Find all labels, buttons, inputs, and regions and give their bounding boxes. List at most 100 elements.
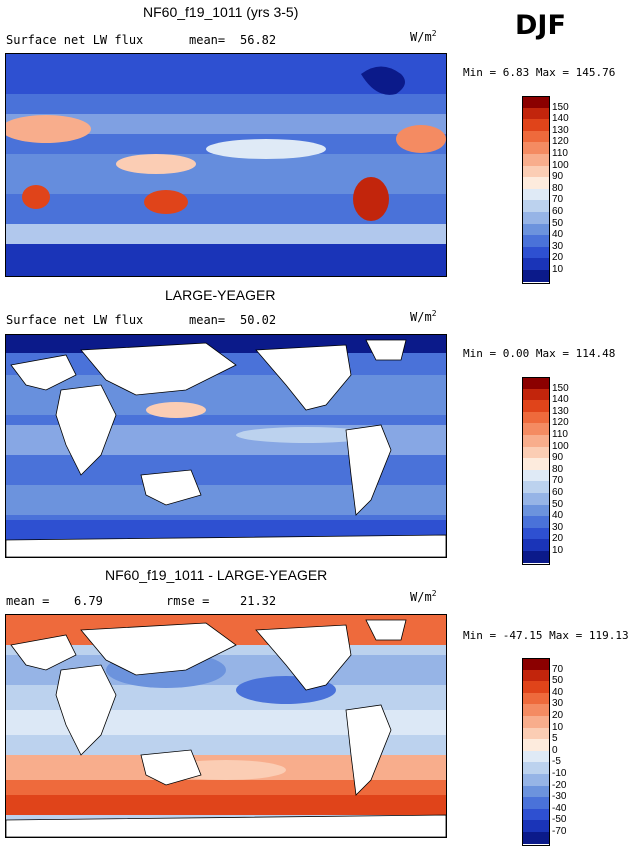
panel-3-mean-value: 6.79 [74,594,103,608]
panel-3-colorbar-level-label: 40 [552,686,564,698]
panel-2-colorbar-swatch [522,377,550,389]
panel-1-colorbar-swatch [522,154,550,166]
panel-1-field [6,54,446,276]
panel-3-colorbar-level-label: -30 [552,791,567,803]
panel-1-colorbar-level-label: 60 [552,206,564,217]
panel-1-colorbar-swatch [522,200,550,212]
panel-3-colorbar-level-label: -20 [552,779,567,791]
panel-3-colorbar-swatch [522,692,550,705]
panel-2-variable-label: Surface net LW flux [6,313,144,327]
panel-3-colorbar-swatch [522,774,550,786]
panel-1-min-max: Min = 6.83 Max = 145.76 [463,66,616,79]
panel-1-colorbar-swatch [522,107,550,120]
panel-3-colorbar-swatch [522,704,550,716]
panel-3-colorbar-level-label: -40 [552,802,567,814]
panel-3-colorbar-swatch [522,808,550,821]
panel-2-colorbar-level-label: 140 [552,394,569,406]
panel-1-colorbar-level-label: 50 [552,217,564,229]
panel-1-colorbar-level-label: 140 [552,113,569,125]
panel-1-colorbar-level-label: 70 [552,194,564,206]
panel-2-colorbar-swatch [522,539,550,551]
panel-2-colorbar-swatch [522,458,550,470]
panel-3-colorbar-swatch [522,820,550,832]
panel-1-colorbar-swatch [522,130,550,143]
panel-3-colorbar-swatch [522,785,550,798]
panel-1-colorbar-level-label: 90 [552,171,564,183]
panel-1-colorbar-level-label: 100 [552,159,569,171]
panel-3-map [5,614,447,838]
panel-1-mean-label: mean= [189,33,226,47]
panel-2-colorbar-level-label: 40 [552,510,564,522]
panel-2-colorbar-swatch [522,423,550,435]
panel-2-colorbar-swatch [522,469,550,482]
panel-2-colorbar-swatch [522,551,550,563]
panel-2-colorbar-swatch [522,516,550,528]
panel-2-mean-label: mean= [189,313,226,327]
panel-3-field [6,615,446,837]
panel-1-colorbar-swatch [522,177,550,189]
panel-2-colorbar-level-label: 10 [552,545,564,556]
panel-1-colorbar-swatch [522,212,550,224]
panel-2-colorbar-swatch [522,527,550,540]
panel-2-colorbar-level-label: 80 [552,463,564,475]
panel-1-variable-label: Surface net LW flux [6,33,144,47]
panel-2-colorbar-level-label: 30 [552,521,564,533]
panel-3-colorbar-level-label: -70 [552,826,567,837]
panel-1-colorbar-level-label: 150 [552,101,569,113]
panel-2-colorbar-level-label: 150 [552,382,569,394]
panel-1-colorbar-level-label: 20 [552,252,564,264]
panel-3-units: W/m2 [410,589,437,604]
panel-1-colorbar-level-label: 110 [552,148,568,159]
panel-1-colorbar-swatch [522,223,550,236]
panel-2-map [5,334,447,558]
panel-2-colorbar-level-label: 90 [552,452,564,464]
panel-3-colorbar-level-label: 10 [552,721,564,733]
panel-1-colorbar-swatch [522,246,550,259]
panel-3-colorbar-swatch [522,727,550,740]
panel-1-map [5,53,447,277]
panel-3-min-max: Min = -47.15 Max = 119.13 [463,629,629,642]
panel-3-colorbar-level-label: 50 [552,675,564,687]
panel-1-colorbar-swatch [522,258,550,270]
panel-2-field [6,335,446,557]
panel-2-colorbar-swatch [522,446,550,459]
panel-3-rmse-label: rmse = [166,594,210,608]
panel-2-units: W/m2 [410,309,437,324]
panel-1-colorbar-swatch [522,235,550,247]
panel-1-colorbar-swatch [522,96,550,108]
panel-3-title: NF60_f19_1011 - LARGE-YEAGER [105,567,328,583]
panel-2-colorbar-level-label: 60 [552,487,564,498]
panel-1-units: W/m2 [410,29,437,44]
panel-1-colorbar-swatch [522,142,550,154]
panel-3-colorbar-swatch [522,681,550,693]
season-label: DJF [515,10,566,41]
panel-2-colorbar-swatch [522,411,550,424]
panel-1-colorbar-level-label: 130 [552,124,569,136]
panel-2-colorbar-level-label: 110 [552,429,568,440]
panel-3-colorbar-level-label: -5 [552,756,561,768]
panel-2-colorbar-swatch [522,481,550,493]
panel-1-colorbar-swatch [522,188,550,201]
panel-2-colorbar-swatch [522,400,550,412]
panel-1-colorbar-level-label: 120 [552,136,569,148]
panel-1-colorbar-level-label: 10 [552,264,564,275]
panel-3-colorbar-swatch [522,739,550,751]
panel-2-colorbar-swatch [522,493,550,505]
panel-3-colorbar-swatch [522,658,550,670]
panel-2-colorbar-level-label: 120 [552,417,569,429]
panel-3-colorbar-swatch [522,797,550,809]
panel-2-colorbar-swatch [522,388,550,401]
panel-1-colorbar-swatch [522,165,550,178]
panel-3-colorbar-swatch [522,716,550,728]
panel-1-mean-value: 56.82 [240,33,277,47]
panel-3-colorbar-level-label: 0 [552,744,558,756]
panel-2-title: LARGE-YEAGER [165,287,276,303]
panel-1-colorbar-level-label: 40 [552,229,564,241]
panel-3-colorbar-swatch [522,750,550,763]
panel-2-colorbar-level-label: 20 [552,533,564,545]
panel-2-mean-value: 50.02 [240,313,277,327]
panel-1-colorbar-level-label: 30 [552,240,564,252]
panel-3-colorbar-swatch [522,669,550,682]
panel-1-colorbar-level-label: 80 [552,182,564,194]
panel-2-colorbar-level-label: 70 [552,475,564,487]
